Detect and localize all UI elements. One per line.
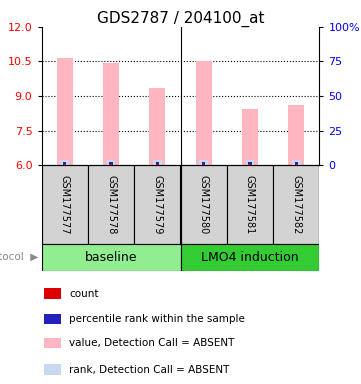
Bar [202, 164, 205, 165]
Bar [156, 164, 159, 165]
Bar [153, 160, 162, 165]
Bar [44, 314, 61, 324]
Bar [44, 288, 61, 299]
Text: baseline: baseline [85, 251, 137, 264]
Bar [88, 165, 134, 244]
Bar [202, 162, 205, 164]
Text: rank, Detection Call = ABSENT: rank, Detection Call = ABSENT [69, 364, 230, 375]
Text: value, Detection Call = ABSENT: value, Detection Call = ABSENT [69, 338, 235, 348]
Title: GDS2787 / 204100_at: GDS2787 / 204100_at [97, 11, 264, 27]
Text: percentile rank within the sample: percentile rank within the sample [69, 314, 245, 324]
Bar [42, 244, 180, 271]
Bar [199, 160, 208, 165]
Text: count: count [69, 288, 99, 299]
Bar [295, 162, 298, 164]
Text: GSM177581: GSM177581 [245, 175, 255, 234]
Bar [288, 105, 304, 165]
Text: GSM177580: GSM177580 [199, 175, 209, 234]
Bar [248, 164, 252, 165]
Text: LMO4 induction: LMO4 induction [201, 251, 299, 264]
Bar [106, 160, 116, 165]
Bar [292, 160, 301, 165]
Text: GSM177578: GSM177578 [106, 175, 116, 234]
Text: GSM177577: GSM177577 [60, 175, 70, 234]
Bar [109, 164, 113, 165]
Text: GSM177579: GSM177579 [152, 175, 162, 234]
Bar [156, 162, 159, 164]
Bar [242, 109, 258, 165]
Bar [63, 164, 66, 165]
Bar [245, 160, 255, 165]
Text: protocol  ▶: protocol ▶ [0, 252, 38, 262]
Bar [180, 244, 319, 271]
Bar [103, 63, 119, 165]
Bar [134, 165, 180, 244]
Bar [248, 162, 252, 164]
Bar [227, 165, 273, 244]
Bar [60, 160, 69, 165]
Bar [57, 58, 73, 165]
Bar [181, 165, 227, 244]
Bar [44, 338, 61, 349]
Bar [44, 364, 61, 375]
Bar [63, 162, 66, 164]
Bar [149, 88, 165, 165]
Bar [42, 165, 88, 244]
Bar [273, 165, 319, 244]
Bar [196, 61, 212, 165]
Bar [109, 162, 113, 164]
Text: GSM177582: GSM177582 [291, 175, 301, 234]
Bar [295, 164, 298, 165]
